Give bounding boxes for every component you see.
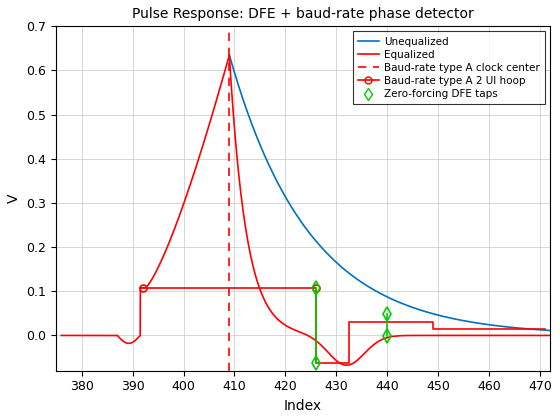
- X-axis label: Index: Index: [284, 399, 322, 413]
- Y-axis label: V: V: [7, 194, 21, 203]
- Title: Pulse Response: DFE + baud-rate phase detector: Pulse Response: DFE + baud-rate phase de…: [132, 7, 474, 21]
- Legend: Unequalized, Equalized, Baud-rate type A clock center, Baud-rate type A 2 UI hoo: Unequalized, Equalized, Baud-rate type A…: [353, 32, 545, 105]
